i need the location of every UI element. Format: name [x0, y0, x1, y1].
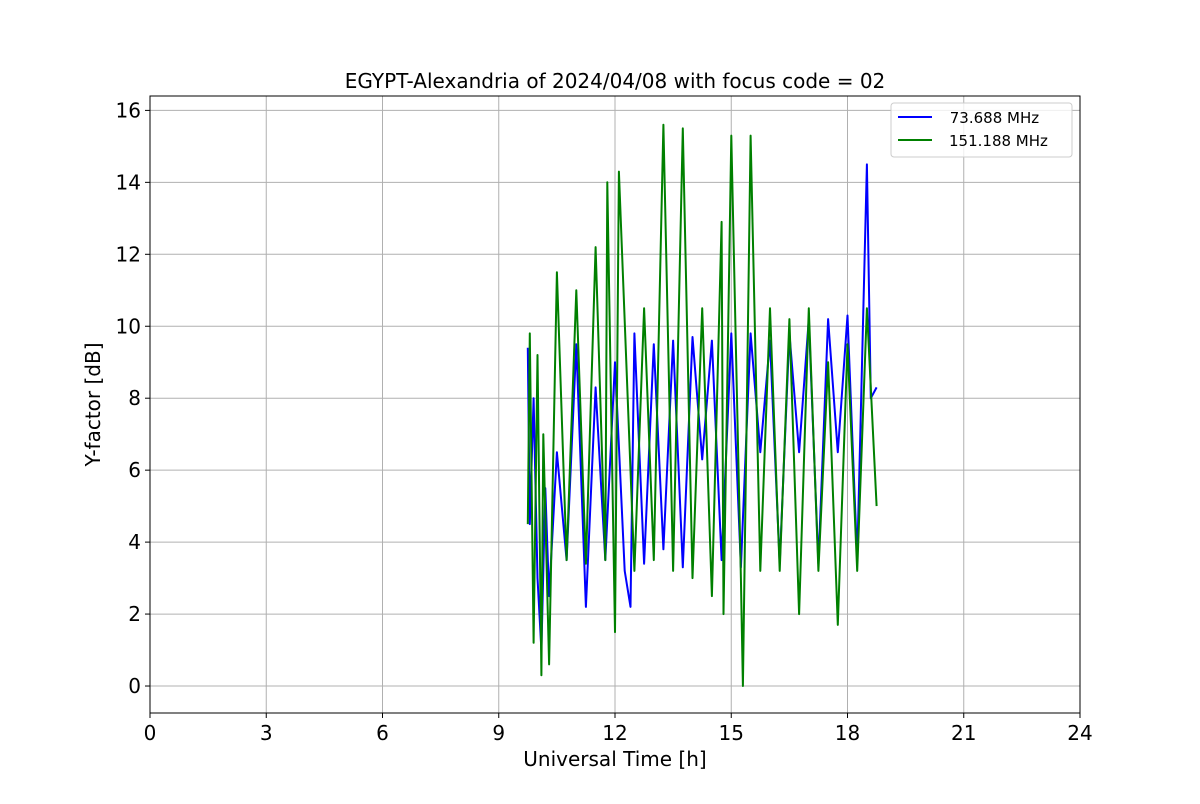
chart-title: EGYPT-Alexandria of 2024/04/08 with focu…: [345, 69, 886, 93]
y-axis-label: Y-factor [dB]: [81, 342, 105, 467]
y-tick-label: 16: [116, 98, 141, 122]
x-tick-label: 18: [835, 721, 860, 745]
x-axis-label: Universal Time [h]: [523, 747, 706, 771]
x-tick-label: 9: [492, 721, 505, 745]
x-tick-label: 12: [602, 721, 627, 745]
legend-label-73mhz: 73.688 MHz: [945, 109, 1039, 127]
x-tick-label: 0: [144, 721, 157, 745]
y-tick-label: 0: [128, 674, 141, 698]
legend: 73.688 MHz 151.188 MHz: [890, 102, 1073, 158]
y-tick-label: 14: [116, 170, 141, 194]
x-tick-label: 21: [951, 721, 976, 745]
series-layer: [526, 123, 878, 687]
x-tick-label: 24: [1067, 721, 1092, 745]
y-tick-label: 2: [128, 602, 141, 626]
y-tick-label: 12: [116, 242, 141, 266]
y-tick-label: 4: [128, 530, 141, 554]
legend-box: [890, 102, 1073, 158]
y-tick-label: 8: [128, 386, 141, 410]
x-tick-label: 15: [719, 721, 744, 745]
legend-label-151mhz: 151.188 MHz: [949, 132, 1048, 150]
y-tick-label: 10: [116, 314, 141, 338]
series-line-151mhz: [526, 123, 878, 687]
y-tick-label: 6: [128, 458, 141, 482]
x-tick-label: 6: [376, 721, 389, 745]
x-tick-label: 3: [260, 721, 273, 745]
